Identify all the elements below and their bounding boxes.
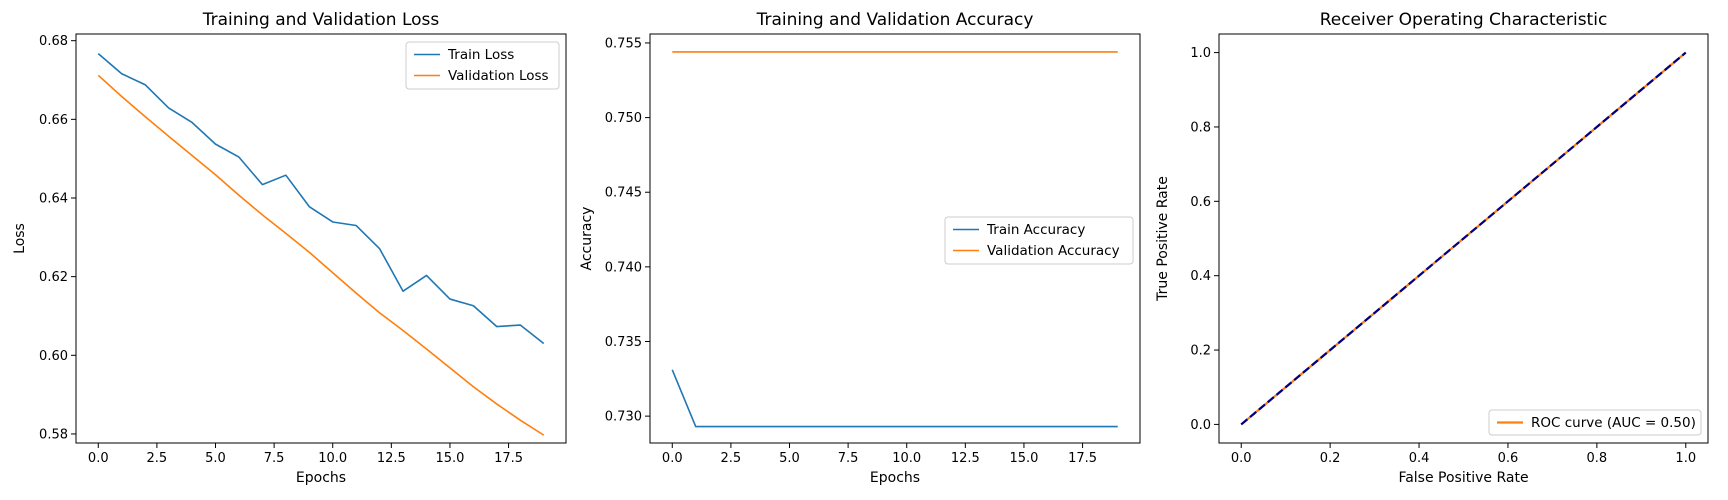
y-tick-label: 0.730 xyxy=(605,410,642,425)
chart-panel-2: 0.0 2.5 5.0 7.5 10.0 12.5 15.0 17.5 0.730 0.735 0.… xyxy=(579,10,1141,486)
y-tick-label: 0.735 xyxy=(605,335,642,350)
x-tick-label: 2.5 xyxy=(147,451,168,466)
x-tick-label: 0.8 xyxy=(1587,451,1608,466)
y-axis-label: Accuracy xyxy=(579,207,595,271)
legend: ROC curve (AUC = 0.50) xyxy=(1488,409,1702,436)
y-tick-label: 0.60 xyxy=(39,349,68,364)
y-tick-label: 0.740 xyxy=(605,260,642,275)
y-tick-label: 0.2 xyxy=(1190,344,1211,359)
y-tick-label: 0.62 xyxy=(39,270,68,285)
y-axis-label: Loss xyxy=(12,223,28,254)
y-tick-label: 0.64 xyxy=(39,191,68,206)
chart-title: Training and Validation Accuracy xyxy=(756,10,1034,30)
y-tick-label: 0.745 xyxy=(605,186,642,201)
series-line-validation-loss xyxy=(97,74,545,436)
y-tick-label: 0.66 xyxy=(39,113,68,128)
x-tick-label: 1.0 xyxy=(1675,451,1696,466)
legend-box xyxy=(944,216,1134,265)
x-tick-label: 0.0 xyxy=(662,451,683,466)
y-tick-label: 0.755 xyxy=(605,36,642,51)
axes-frame xyxy=(75,33,567,444)
y-tick-label: 0.8 xyxy=(1190,120,1211,135)
x-tick-label: 0.2 xyxy=(1320,451,1341,466)
x-tick-label: 7.5 xyxy=(838,451,859,466)
x-axis-label: Epochs xyxy=(870,470,920,486)
axes-frame xyxy=(1218,33,1709,444)
y-tick-label: 1.0 xyxy=(1190,46,1211,61)
legend-entry: Validation Accuracy xyxy=(987,243,1120,259)
x-tick-label: 0.0 xyxy=(1231,451,1252,466)
x-tick-label: 17.5 xyxy=(494,451,523,466)
series-line-reference-diagonal xyxy=(1240,51,1687,426)
x-tick-label: 10.0 xyxy=(318,451,347,466)
x-axis-label: False Positive Rate xyxy=(1398,470,1528,486)
chart-title: Training and Validation Loss xyxy=(202,10,440,30)
y-tick-label: 0.58 xyxy=(39,427,68,442)
legend: Train Loss Validation Loss xyxy=(405,41,560,90)
x-tick-label: 12.5 xyxy=(377,451,406,466)
series-line-train-loss xyxy=(97,53,545,345)
x-tick-label: 15.0 xyxy=(435,451,464,466)
x-tick-label: 10.0 xyxy=(892,451,921,466)
y-tick-label: 0.68 xyxy=(39,34,68,49)
legend-entry: Validation Loss xyxy=(448,68,549,84)
x-tick-label: 0.6 xyxy=(1498,451,1519,466)
legend: Train Accuracy Validation Accuracy xyxy=(944,216,1134,265)
legend-entry: ROC curve (AUC = 0.50) xyxy=(1531,415,1696,431)
series-line-train-accuracy xyxy=(671,369,1118,428)
axes-frame xyxy=(649,33,1141,444)
y-tick-label: 0.0 xyxy=(1190,418,1211,433)
x-tick-label: 12.5 xyxy=(951,451,980,466)
x-tick-label: 2.5 xyxy=(721,451,742,466)
x-tick-label: 5.0 xyxy=(779,451,800,466)
legend-box xyxy=(405,41,560,90)
y-tick-label: 0.6 xyxy=(1190,195,1211,210)
legend-entry: Train Loss xyxy=(447,47,514,63)
x-tick-label: 7.5 xyxy=(264,451,285,466)
y-tick-label: 0.750 xyxy=(605,111,642,126)
x-tick-label: 0.4 xyxy=(1409,451,1430,466)
chart-title: Receiver Operating Characteristic xyxy=(1320,10,1608,30)
chart-panel-1: 0.0 2.5 5.0 7.5 10.0 12.5 15.0 17.5 0.58 0.60 0.62… xyxy=(12,10,567,486)
y-tick-label: 0.4 xyxy=(1190,269,1211,284)
x-tick-label: 15.0 xyxy=(1009,451,1038,466)
x-tick-label: 17.5 xyxy=(1068,451,1097,466)
legend-entry: Train Accuracy xyxy=(986,222,1085,238)
y-axis-label: True Positive Rate xyxy=(1155,176,1171,302)
x-axis-label: Epochs xyxy=(296,470,346,486)
x-tick-label: 0.0 xyxy=(88,451,109,466)
legend-box xyxy=(1488,409,1702,436)
chart-panel-3: 0.0 0.2 0.4 0.6 0.8 1.0 0.0 0.2 0.4 0.6 0.8 1.0 Rece… xyxy=(1155,10,1709,486)
x-tick-label: 5.0 xyxy=(205,451,226,466)
